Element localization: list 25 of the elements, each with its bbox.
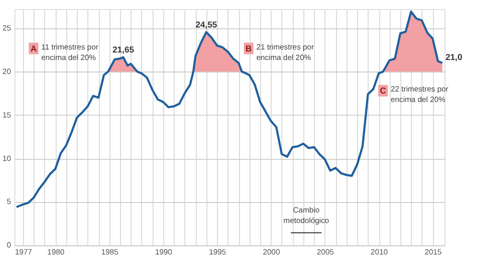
x-tick-label: 2015	[424, 247, 442, 256]
y-tick-label: 25	[2, 24, 12, 33]
annotation: 21,0	[445, 52, 462, 62]
annotation: Cambio metodológico	[283, 206, 330, 226]
y-tick-label: 10	[2, 154, 12, 163]
x-tick-label: 2000	[262, 247, 280, 256]
y-tick-label: 5	[6, 197, 12, 206]
x-tick-label: 1977	[14, 247, 32, 256]
x-tick-label: 1990	[155, 247, 172, 256]
x-tick-label: 2010	[370, 247, 388, 256]
x-tick-label: 1995	[208, 247, 226, 256]
y-tick-label: 20	[2, 67, 12, 76]
annotation: 11 trimestres por encima del 20%	[41, 42, 99, 62]
x-tick-label: 1985	[101, 247, 118, 256]
x-tick-label: 2005	[316, 247, 334, 256]
y-tick-label: 0	[6, 240, 12, 250]
annotation: A	[30, 43, 37, 54]
annotation: 21,65	[112, 44, 134, 54]
x-tick-label: 1980	[47, 247, 64, 256]
annotation: C	[380, 86, 386, 96]
annotation: B	[246, 43, 252, 54]
annotation: 21 trimestres por encima del 20%	[256, 42, 314, 62]
annotation: 24,55	[195, 19, 218, 30]
annotation: 22 trimestres por encima del 20%	[390, 84, 449, 104]
y-tick-label: 15	[2, 110, 12, 120]
